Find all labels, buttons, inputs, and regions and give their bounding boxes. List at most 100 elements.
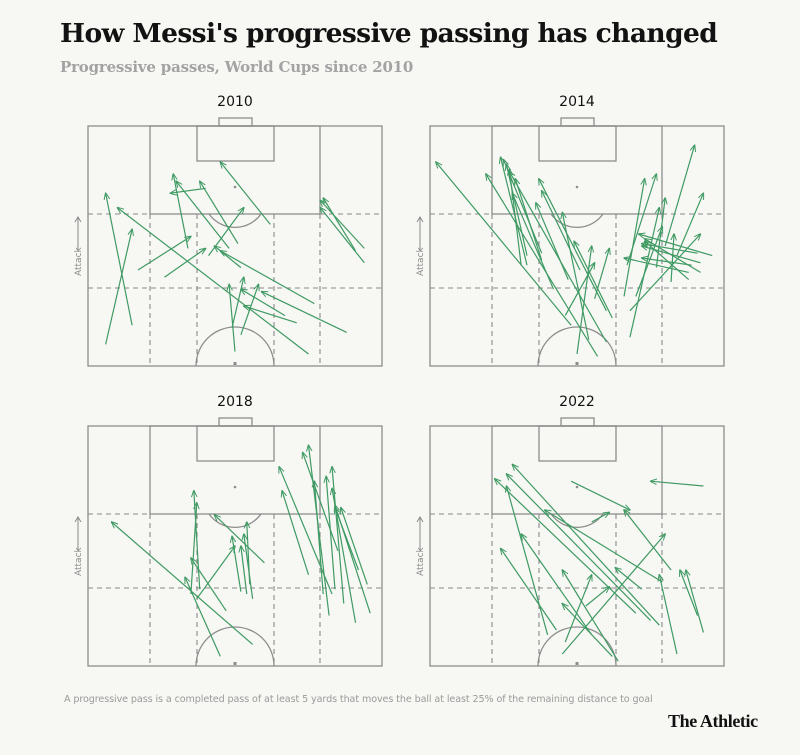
pass-arrow <box>512 193 555 290</box>
pass-arrow <box>623 179 645 297</box>
goal <box>560 117 595 127</box>
pass-arrow <box>214 246 242 269</box>
pass-arrow <box>191 558 227 612</box>
pass-arrow <box>591 512 610 523</box>
pass-arrow <box>501 157 528 266</box>
pass-arrow <box>506 486 549 635</box>
pass-arrow <box>562 570 619 662</box>
pass-arrow <box>341 508 368 585</box>
six-yard-box <box>538 125 617 162</box>
centre-spot <box>233 662 237 665</box>
pass-arrow <box>231 277 244 328</box>
attack-axis-label: Attack <box>74 246 84 276</box>
penalty-arc <box>208 513 262 528</box>
six-yard-box <box>196 125 275 162</box>
pass-arrow <box>303 452 339 552</box>
panel-year-label: 2014 <box>559 94 595 110</box>
pass-arrow <box>200 181 239 244</box>
pass-arrow <box>320 208 365 264</box>
attack-axis-arrowhead <box>416 516 424 523</box>
pass-arrow <box>639 234 713 257</box>
pass-arrow <box>220 162 271 225</box>
pass-arrow <box>164 248 205 278</box>
pass-arrow <box>680 570 699 616</box>
pass-arrow <box>686 570 704 633</box>
pass-arrow <box>112 522 254 645</box>
pass-arrow <box>561 534 665 655</box>
pitch-panel-2022: 2022 Attack <box>416 394 725 667</box>
centre-spot <box>575 662 579 665</box>
pass-arrow <box>486 174 599 357</box>
pass-arrow <box>615 568 643 590</box>
pitch-panel-2018: 2018 Attack <box>74 394 383 667</box>
penalty-spot <box>233 485 237 489</box>
pass-arrow <box>504 160 543 254</box>
pass-arrow <box>176 181 230 249</box>
pass-arrow <box>332 467 345 604</box>
pass-arrow <box>173 174 189 249</box>
pass-arrow <box>282 491 310 575</box>
penalty-arc <box>550 513 604 528</box>
pass-arrow <box>562 604 613 657</box>
pass-arrow <box>314 481 324 595</box>
the-athletic-logo: The Athletic <box>668 711 758 731</box>
centre-circle <box>537 626 617 667</box>
pass-arrow <box>323 198 357 252</box>
chart-title: How Messi's progressive passing has chan… <box>60 18 718 49</box>
pass-arrow <box>645 241 690 281</box>
centre-circle <box>537 326 617 367</box>
pass-arrow <box>279 467 333 595</box>
pass-arrow <box>624 510 672 571</box>
pass-arrow <box>326 476 336 590</box>
attack-axis-arrowhead <box>74 516 82 523</box>
pass-arrow <box>564 575 591 643</box>
pass-arrow <box>512 464 660 626</box>
chart-subtitle: Progressive passes, World Cups since 201… <box>60 58 414 76</box>
centre-spot <box>575 362 579 365</box>
penalty-spot <box>233 185 237 189</box>
pass-arrow <box>247 522 251 585</box>
pitch-panel-2010: 2010 Attack <box>74 94 383 367</box>
pass-arrow <box>170 187 206 193</box>
pass-arrow <box>671 234 674 283</box>
penalty-spot <box>575 185 579 189</box>
attack-axis-label: Attack <box>416 546 426 576</box>
pass-arrow <box>562 212 590 340</box>
attack-axis-label: Attack <box>74 546 84 576</box>
pass-arrow <box>506 164 528 256</box>
pass-arrow <box>629 234 701 312</box>
pass-arrow <box>495 479 637 614</box>
pass-arrow <box>194 491 201 590</box>
panel-year-label: 2010 <box>217 94 253 110</box>
penalty-arc <box>208 213 262 228</box>
pass-arrow <box>545 510 663 583</box>
pass-arrow <box>105 229 132 345</box>
pass-arrow <box>626 174 656 266</box>
pass-arrow <box>506 474 651 621</box>
pass-arrow <box>261 292 347 333</box>
pass-arrow <box>594 248 610 299</box>
pass-arrow <box>509 172 607 343</box>
pass-arrow <box>536 203 569 280</box>
goal <box>218 417 253 427</box>
pass-arrow <box>642 258 692 266</box>
pass-arrow <box>501 548 557 631</box>
pass-arrow <box>542 191 581 271</box>
six-yard-box <box>196 425 275 462</box>
centre-circle <box>195 626 275 667</box>
pass-arrow <box>574 241 613 319</box>
panel-year-label: 2022 <box>559 394 595 410</box>
pass-arrow <box>676 193 703 256</box>
pass-arrow <box>335 505 371 614</box>
pass-arrow <box>585 587 610 607</box>
pass-arrow <box>208 208 244 256</box>
goal <box>560 417 595 427</box>
pass-arrow <box>229 284 236 352</box>
pass-arrow <box>564 263 594 316</box>
pass-arrow <box>651 481 704 487</box>
pass-arrow <box>629 208 659 338</box>
penalty-area <box>149 125 321 215</box>
pass-arrow <box>220 251 315 305</box>
pass-arrow <box>232 536 242 592</box>
